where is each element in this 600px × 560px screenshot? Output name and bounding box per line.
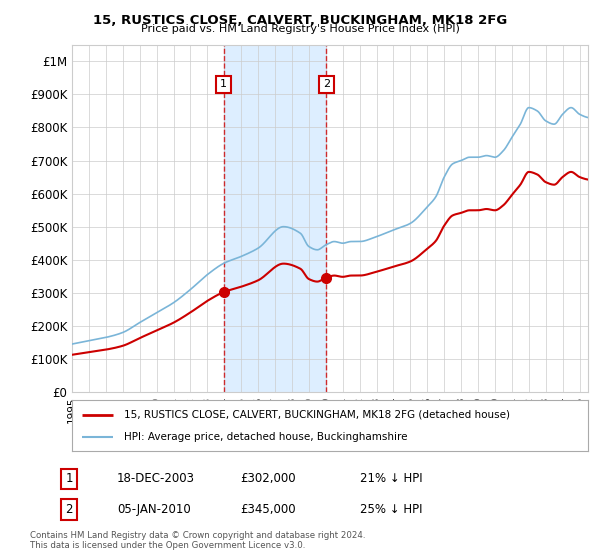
Text: £302,000: £302,000 <box>240 472 296 486</box>
Text: 15, RUSTICS CLOSE, CALVERT, BUCKINGHAM, MK18 2FG (detached house): 15, RUSTICS CLOSE, CALVERT, BUCKINGHAM, … <box>124 409 509 419</box>
Text: This data is licensed under the Open Government Licence v3.0.: This data is licensed under the Open Gov… <box>30 541 305 550</box>
Bar <box>224 45 326 392</box>
Text: 1: 1 <box>65 472 73 486</box>
Text: HPI: Average price, detached house, Buckinghamshire: HPI: Average price, detached house, Buck… <box>124 432 407 442</box>
Text: 1: 1 <box>220 80 227 90</box>
Text: Price paid vs. HM Land Registry's House Price Index (HPI): Price paid vs. HM Land Registry's House … <box>140 24 460 34</box>
Text: 2: 2 <box>323 80 330 90</box>
Text: 21% ↓ HPI: 21% ↓ HPI <box>360 472 422 486</box>
Text: 05-JAN-2010: 05-JAN-2010 <box>117 503 191 516</box>
Text: Contains HM Land Registry data © Crown copyright and database right 2024.: Contains HM Land Registry data © Crown c… <box>30 531 365 540</box>
Text: 15, RUSTICS CLOSE, CALVERT, BUCKINGHAM, MK18 2FG: 15, RUSTICS CLOSE, CALVERT, BUCKINGHAM, … <box>93 14 507 27</box>
Text: £345,000: £345,000 <box>240 503 296 516</box>
Text: 25% ↓ HPI: 25% ↓ HPI <box>360 503 422 516</box>
Text: 2: 2 <box>65 503 73 516</box>
Text: 18-DEC-2003: 18-DEC-2003 <box>117 472 195 486</box>
